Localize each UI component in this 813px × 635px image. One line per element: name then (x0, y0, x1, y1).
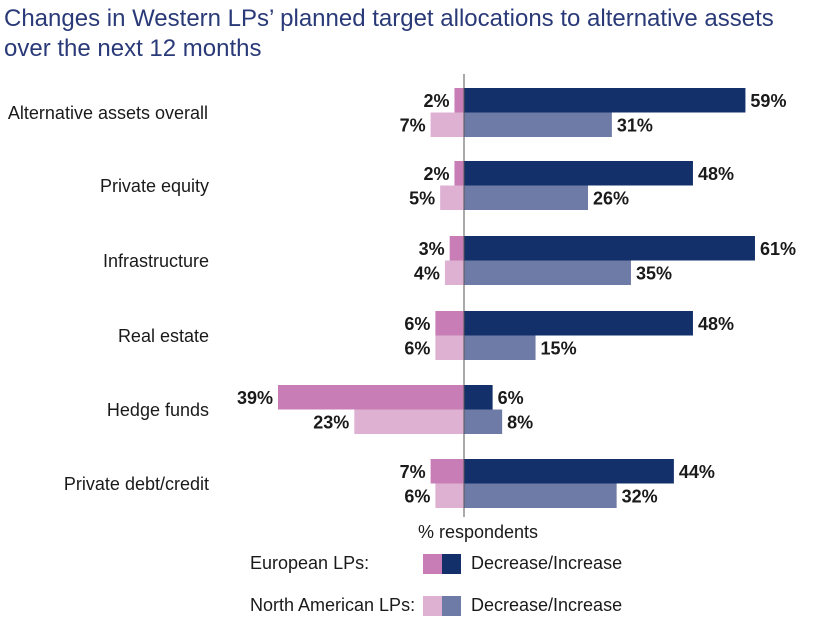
bar-private-equity-european-decrease (454, 161, 464, 186)
bar-alternative-assets-overall-european-increase (464, 88, 746, 113)
value-label-hedge-funds-european-decrease: 39% (237, 388, 273, 408)
legend-swatch-european-increase (442, 554, 461, 574)
value-label-real-estate-north-american-increase: 15% (541, 338, 577, 358)
bar-private-equity-european-increase (464, 161, 693, 186)
bar-real-estate-north-american-increase (464, 335, 536, 360)
value-label-hedge-funds-north-american-increase: 8% (507, 412, 533, 432)
value-label-private-equity-north-american-decrease: 5% (409, 188, 435, 208)
bar-private-debt-credit-european-increase (464, 459, 674, 484)
bar-hedge-funds-european-increase (464, 385, 493, 410)
legend-text-european: Decrease/Increase (471, 553, 623, 573)
value-label-alternative-assets-overall-north-american-increase: 31% (617, 115, 653, 135)
value-label-infrastructure-european-decrease: 3% (419, 239, 445, 259)
value-label-infrastructure-north-american-decrease: 4% (414, 263, 440, 283)
chart-title-line-1: Changes in Western LPs’ planned target a… (4, 5, 774, 32)
legend-swatch-european-decrease (423, 554, 442, 574)
bar-private-debt-credit-european-decrease (430, 459, 464, 484)
bar-real-estate-european-decrease (435, 311, 464, 336)
bar-infrastructure-north-american-increase (464, 260, 631, 285)
bar-infrastructure-european-decrease (449, 236, 464, 261)
bar-infrastructure-european-increase (464, 236, 755, 261)
bar-alternative-assets-overall-north-american-increase (464, 112, 612, 137)
category-label-hedge-funds: Hedge funds (107, 400, 209, 420)
value-label-alternative-assets-overall-european-decrease: 2% (423, 91, 449, 111)
value-label-alternative-assets-overall-european-increase: 59% (750, 91, 786, 111)
value-label-private-debt-credit-north-american-decrease: 6% (404, 486, 430, 506)
bar-real-estate-european-increase (464, 311, 693, 336)
value-label-private-equity-european-increase: 48% (698, 164, 734, 184)
bar-private-equity-north-american-decrease (440, 185, 464, 210)
legend-label-european: European LPs: (250, 553, 370, 573)
bar-alternative-assets-overall-north-american-decrease (430, 112, 464, 137)
legend-text-north-american: Decrease/Increase (471, 595, 623, 615)
bar-hedge-funds-north-american-increase (464, 409, 503, 434)
bar-alternative-assets-overall-european-decrease (454, 88, 464, 113)
bar-real-estate-north-american-decrease (435, 335, 464, 360)
value-label-private-equity-north-american-increase: 26% (593, 188, 629, 208)
category-label-real-estate: Real estate (118, 326, 209, 346)
chart-title: Changes in Western LPs’ planned target a… (4, 4, 804, 64)
value-label-infrastructure-north-american-increase: 35% (636, 263, 672, 283)
value-label-infrastructure-european-increase: 61% (760, 239, 796, 259)
chart-title-line-2: over the next 12 months (4, 35, 262, 62)
bar-private-debt-credit-north-american-increase (464, 483, 617, 508)
value-label-private-debt-credit-north-american-increase: 32% (622, 486, 658, 506)
bar-private-equity-north-american-increase (464, 185, 589, 210)
legend-swatch-north-american-decrease (423, 596, 442, 616)
value-label-private-debt-credit-european-increase: 44% (679, 462, 715, 482)
value-label-private-debt-credit-european-decrease: 7% (400, 462, 426, 482)
value-label-private-equity-european-decrease: 2% (423, 164, 449, 184)
legend-label-north-american: North American LPs: (250, 595, 416, 615)
category-label-private-debt-credit: Private debt/credit (64, 474, 209, 494)
category-label-alternative-assets-overall: Alternative assets overall (8, 103, 208, 123)
value-label-hedge-funds-north-american-decrease: 23% (313, 412, 349, 432)
value-label-real-estate-european-decrease: 6% (404, 314, 430, 334)
x-axis-label: % respondents (418, 522, 538, 542)
category-label-infrastructure: Infrastructure (103, 251, 209, 271)
bar-infrastructure-north-american-decrease (444, 260, 464, 285)
bar-hedge-funds-european-decrease (277, 385, 464, 410)
value-label-hedge-funds-european-increase: 6% (498, 388, 524, 408)
bar-private-debt-credit-north-american-decrease (435, 483, 464, 508)
value-label-real-estate-european-increase: 48% (698, 314, 734, 334)
value-label-real-estate-north-american-decrease: 6% (404, 338, 430, 358)
bar-hedge-funds-north-american-decrease (354, 409, 464, 434)
legend-swatch-north-american-increase (442, 596, 461, 616)
category-label-private-equity: Private equity (100, 176, 209, 196)
value-label-alternative-assets-overall-north-american-decrease: 7% (400, 115, 426, 135)
